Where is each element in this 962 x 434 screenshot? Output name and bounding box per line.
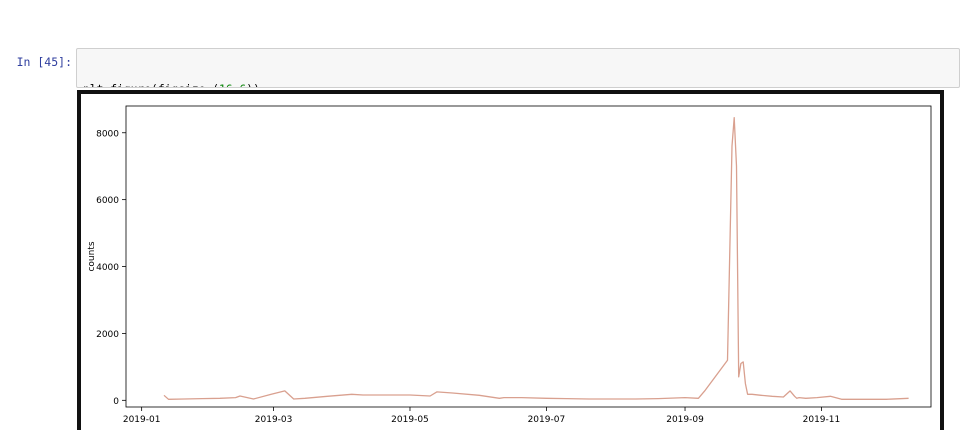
- y-tick-label: 4000: [96, 263, 119, 273]
- x-tick-label: 2019-05: [391, 415, 429, 425]
- y-tick-label: 8000: [96, 129, 119, 139]
- x-tick-label: 2019-11: [803, 415, 841, 425]
- y-tick-label: 0: [113, 397, 119, 407]
- x-tick-label: 2019-03: [255, 415, 293, 425]
- series-line-0: [163, 117, 909, 400]
- x-tick-label: 2019-09: [666, 415, 704, 425]
- cell-prompt: In [45]:: [16, 55, 72, 69]
- y-tick-label: 2000: [96, 330, 119, 340]
- y-axis-label: counts: [87, 241, 97, 271]
- x-tick-label: 2019-01: [123, 415, 161, 425]
- line-chart: 0 2000 4000 6000 8000 2019-01 2019-03 2019-05 20…: [87, 105, 932, 425]
- y-tick-label: 6000: [96, 196, 119, 206]
- code-line-1: plt.figure(figsize=(16,6)): [83, 83, 953, 87]
- plot-area-frame: [125, 105, 932, 408]
- x-tick-label: 2019-07: [528, 415, 566, 425]
- code-cell[interactable]: plt.figure(figsize=(16,6)) ax=sns.linepl…: [76, 48, 960, 88]
- plot-output: 0 2000 4000 6000 8000 2019-01 2019-03 2019-05 20…: [77, 90, 944, 430]
